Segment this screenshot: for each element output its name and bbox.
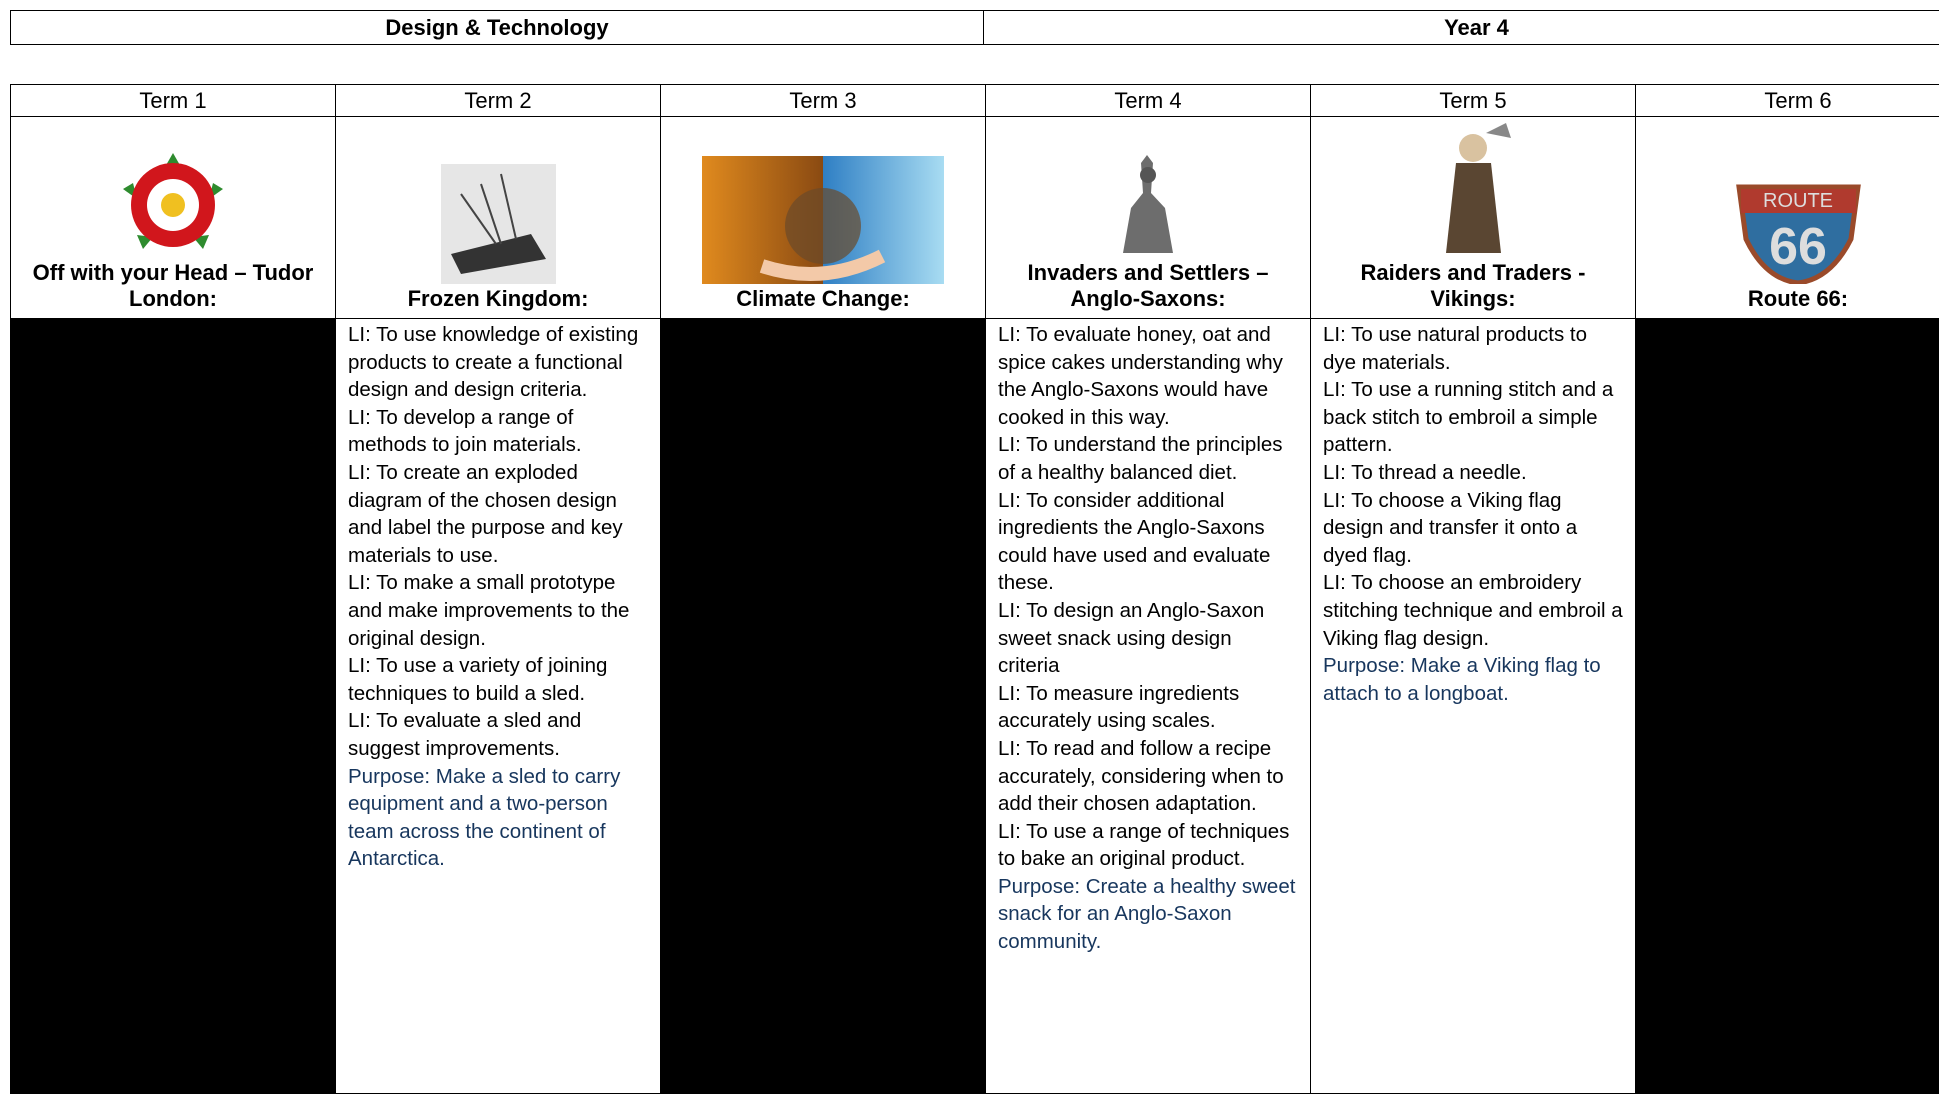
lesson: LI: To design an Anglo-Saxon sweet snack… (998, 597, 1298, 680)
topic-title: Frozen Kingdom: (336, 284, 660, 318)
lesson-cell: LI: To use natural products to dye mater… (1311, 319, 1636, 1094)
route66-sign: ROUTE 66 (1731, 179, 1866, 284)
lesson: LI: To create an exploded diagram of the… (348, 459, 648, 569)
lesson: LI: To use a variety of joining techniqu… (348, 652, 648, 707)
subject: Design & Technology (11, 11, 984, 45)
lesson-cell (661, 319, 986, 1094)
lesson-cell (11, 319, 336, 1094)
topic-title: Route 66: (1636, 284, 1939, 318)
term-heading: Term 3 (661, 85, 986, 117)
lesson-cell: LI: To use knowledge of existing product… (336, 319, 661, 1094)
lesson: LI: To use natural products to dye mater… (1323, 321, 1623, 376)
topic-title: Invaders and Settlers – Anglo-Saxons: (986, 258, 1310, 318)
term-heading: Term 2 (336, 85, 661, 117)
ship-photo (441, 164, 556, 284)
viking-photo (1431, 123, 1516, 258)
climate-photo (702, 156, 944, 284)
purpose: Purpose: Create a healthy sweet snack fo… (998, 873, 1298, 956)
lesson: LI: To consider additional ingredients t… (998, 487, 1298, 597)
purpose: Purpose: Make a Viking flag to attach to… (1323, 652, 1623, 707)
lesson: LI: To use knowledge of existing product… (348, 321, 648, 404)
lesson: LI: To read and follow a recipe accurate… (998, 735, 1298, 818)
lesson: LI: To measure ingredients accurately us… (998, 680, 1298, 735)
lesson: LI: To use a running stitch and a back s… (1323, 376, 1623, 459)
term-heading: Term 1 (11, 85, 336, 117)
lesson-cell (1636, 319, 1939, 1094)
tudor-rose (118, 153, 228, 258)
topic-cell: ROUTE 66 Route 66: (1636, 117, 1939, 319)
topic-cell: Frozen Kingdom: (336, 117, 661, 319)
purpose: Purpose: Make a sled to carry equipment … (348, 763, 648, 873)
topic-title: Off with your Head – Tudor London: (11, 258, 335, 318)
lesson: LI: To evaluate honey, oat and spice cak… (998, 321, 1298, 431)
lesson: LI: To choose an embroidery stitching te… (1323, 569, 1623, 652)
topic-title: Climate Change: (661, 284, 985, 318)
term-heading: Term 4 (986, 85, 1311, 117)
topic-cell: Off with your Head – Tudor London: (11, 117, 336, 319)
topic-title: Raiders and Traders - Vikings: (1311, 258, 1635, 318)
term-heading: Term 5 (1311, 85, 1636, 117)
topic-cell: Raiders and Traders - Vikings: (1311, 117, 1636, 319)
statue-photo (1103, 153, 1193, 258)
lesson: LI: To choose a Viking flag design and t… (1323, 487, 1623, 570)
svg-text:66: 66 (1769, 218, 1827, 276)
year: Year 4 (984, 11, 1939, 45)
lesson: LI: To develop a range of methods to joi… (348, 404, 648, 459)
topic-cell: Invaders and Settlers – Anglo-Saxons: (986, 117, 1311, 319)
header-table: Design & Technology Year 4 (10, 10, 1939, 45)
lesson: LI: To use a range of techniques to bake… (998, 818, 1298, 873)
lesson-cell: LI: To evaluate honey, oat and spice cak… (986, 319, 1311, 1094)
lesson: LI: To evaluate a sled and suggest impro… (348, 707, 648, 762)
lesson: LI: To thread a needle. (1323, 459, 1623, 487)
lesson: LI: To understand the principles of a he… (998, 431, 1298, 486)
svg-text:ROUTE: ROUTE (1763, 190, 1833, 212)
topic-cell: Climate Change: (661, 117, 986, 319)
lesson: LI: To make a small prototype and make i… (348, 569, 648, 652)
term-heading: Term 6 (1636, 85, 1939, 117)
